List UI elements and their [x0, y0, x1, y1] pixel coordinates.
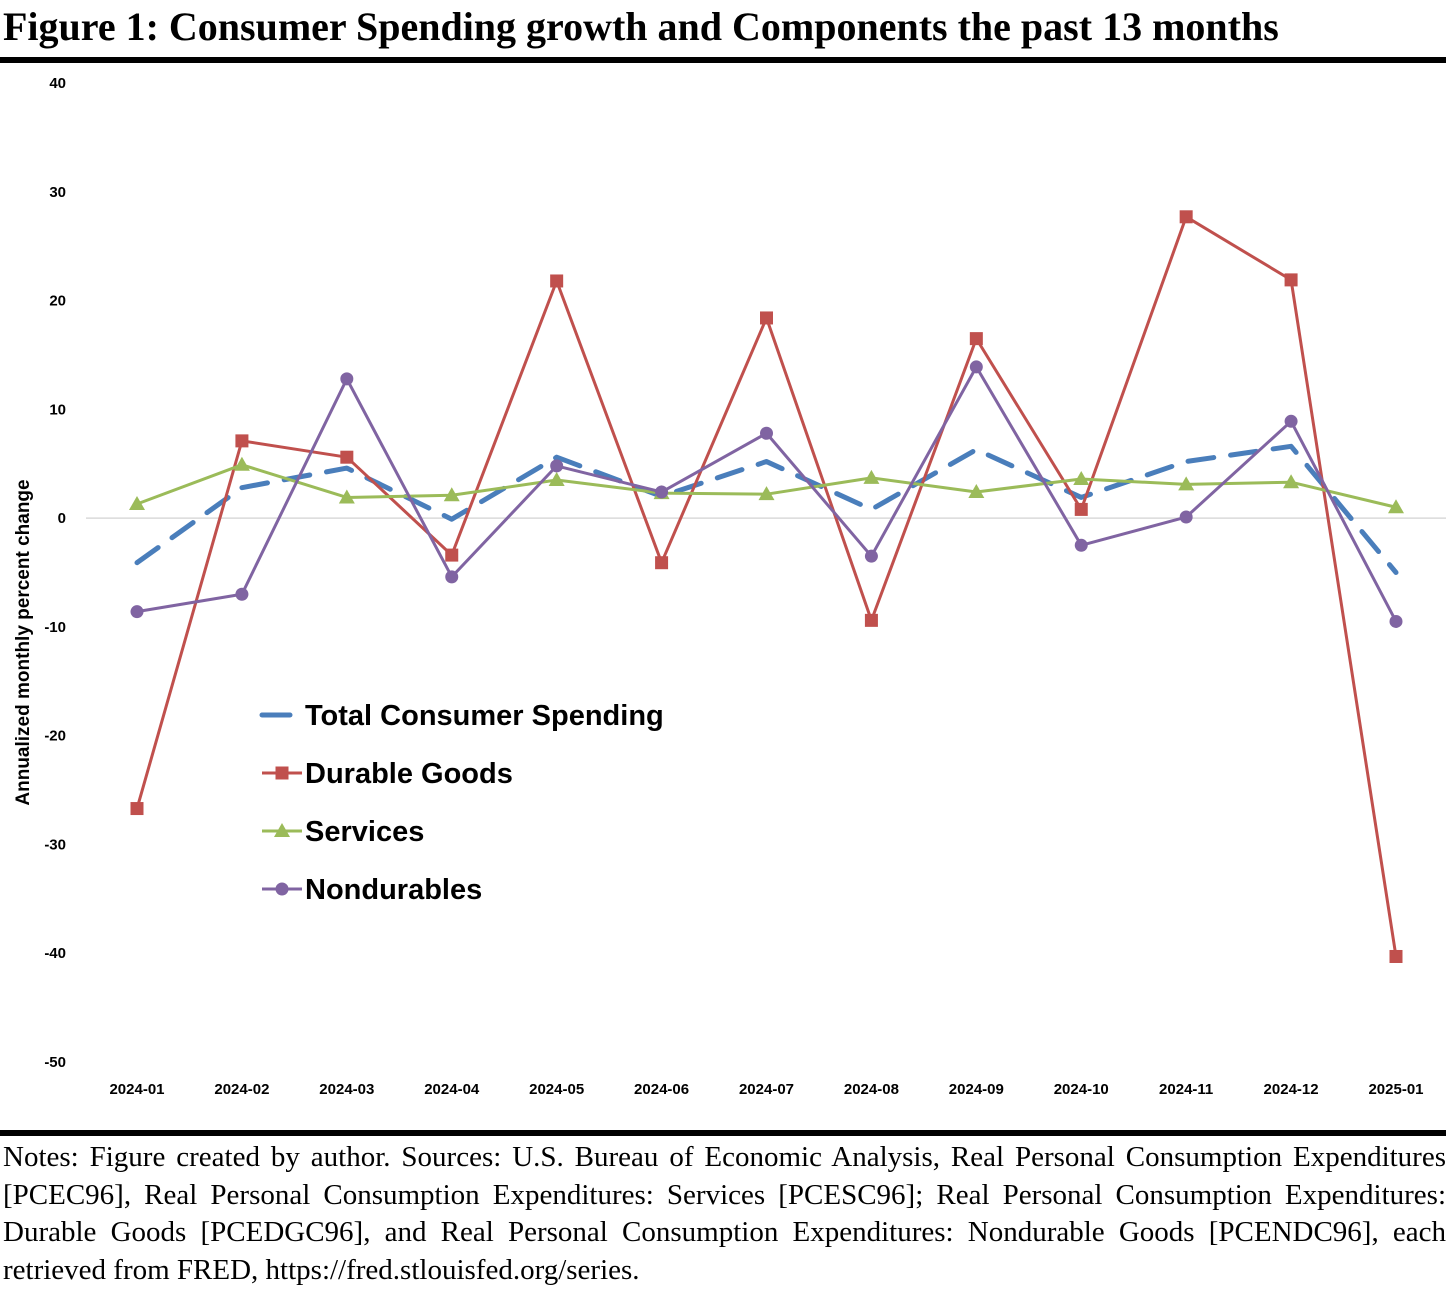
nondurables-point [550, 459, 564, 473]
legend-label: Services [305, 816, 424, 848]
nondurables-point [445, 570, 459, 584]
services-point [758, 486, 775, 501]
durable-goods-point [1389, 949, 1403, 963]
durable-goods-point [1179, 210, 1193, 224]
figure-title: Figure 1: Consumer Spending growth and C… [3, 4, 1279, 49]
x-tick-label: 2024-09 [949, 1081, 1004, 1098]
nondurables-point [1074, 538, 1088, 552]
legend-item-nondurables: Nondurables [262, 874, 482, 906]
services-point [1178, 476, 1195, 491]
durable-goods-point [445, 548, 459, 562]
legend-marker [275, 766, 289, 780]
x-axis-ticks: 2024-01 2024-02 2024-03 2024-04 2024-05 2024-… [109, 1081, 1423, 1098]
legend: Total Consumer Spending Durable Goods Serv… [259, 700, 664, 906]
services-point [863, 469, 880, 484]
x-tick-label: 2024-10 [1054, 1081, 1109, 1098]
nondurables-point [340, 372, 354, 386]
y-axis-ticks: 40 30 20 10 0 -10 -20 -30 -40 -50 [44, 75, 66, 1071]
services-point [968, 484, 985, 499]
legend-label: Total Consumer Spending [305, 700, 664, 732]
services-point [548, 472, 565, 487]
total-consumer-spending-line [134, 443, 1399, 575]
nondurables-point [1284, 414, 1298, 428]
series-layer [129, 210, 1404, 963]
y-tick-label: -30 [44, 836, 66, 853]
y-tick-label: 40 [49, 75, 66, 92]
services-point [1073, 470, 1090, 485]
series-total-consumer-spending [134, 443, 1399, 575]
y-tick-label: -20 [44, 728, 66, 745]
durable-goods-point [969, 332, 983, 346]
durable-goods-point [550, 274, 564, 288]
nondurables-point [235, 587, 249, 601]
services-point [1388, 499, 1404, 514]
x-tick-label: 2024-01 [109, 1081, 164, 1098]
x-tick-label: 2024-03 [319, 1081, 374, 1098]
y-axis-label: Annualized monthly percent change [13, 479, 34, 805]
x-tick-label: 2024-02 [214, 1081, 269, 1098]
y-tick-label: 30 [49, 184, 66, 201]
x-tick-label: 2024-07 [739, 1081, 794, 1098]
services-point [129, 495, 145, 510]
y-tick-label: -10 [44, 619, 66, 636]
durable-goods-point [655, 556, 669, 570]
services-point [443, 487, 460, 502]
x-tick-label: 2024-04 [424, 1081, 480, 1098]
top-rule [0, 57, 1446, 63]
durable-goods-point [340, 450, 354, 464]
y-tick-label: -40 [44, 945, 66, 962]
legend-label: Durable Goods [305, 758, 513, 790]
bottom-rule [0, 1130, 1446, 1136]
legend-item-services: Services [262, 816, 424, 848]
legend-label: Nondurables [305, 874, 482, 906]
nondurables-point [655, 485, 669, 499]
durable-goods-point [760, 311, 773, 325]
legend-item-total-consumer-spending: Total Consumer Spending [259, 700, 664, 732]
durable-goods-point [235, 434, 249, 448]
series-nondurables [130, 360, 1403, 628]
nondurables-point [760, 426, 773, 440]
services-point [1283, 474, 1300, 489]
durable-goods-point [130, 802, 144, 816]
nondurables-point [130, 605, 144, 619]
y-tick-label: 20 [49, 293, 66, 310]
series-services [129, 456, 1404, 514]
x-tick-label: 2024-11 [1159, 1081, 1213, 1098]
nondurables-point [864, 549, 878, 563]
y-tick-label: 10 [49, 401, 66, 418]
x-tick-label: 2024-08 [844, 1081, 899, 1098]
series-durable-goods [130, 210, 1403, 963]
figure-notes: Notes: Figure created by author. Sources… [3, 1141, 1446, 1286]
nondurables-point [969, 360, 983, 374]
y-tick-label: 0 [58, 510, 66, 527]
x-tick-label: 2024-05 [529, 1081, 584, 1098]
services-point [233, 456, 250, 471]
x-tick-label: 2025-01 [1368, 1081, 1423, 1098]
durable-goods-point [864, 613, 878, 627]
legend-item-durable-goods: Durable Goods [262, 758, 513, 790]
y-tick-label: -50 [44, 1054, 66, 1071]
services-point [338, 489, 355, 504]
durable-goods-point [1284, 273, 1298, 287]
x-tick-label: 2024-06 [634, 1081, 689, 1098]
nondurables-point [1389, 614, 1403, 628]
legend-marker [275, 882, 289, 896]
durable-goods-point [1074, 502, 1088, 516]
nondurables-point [1179, 510, 1193, 524]
legend-marker [274, 823, 290, 837]
x-tick-label: 2024-12 [1264, 1081, 1319, 1098]
